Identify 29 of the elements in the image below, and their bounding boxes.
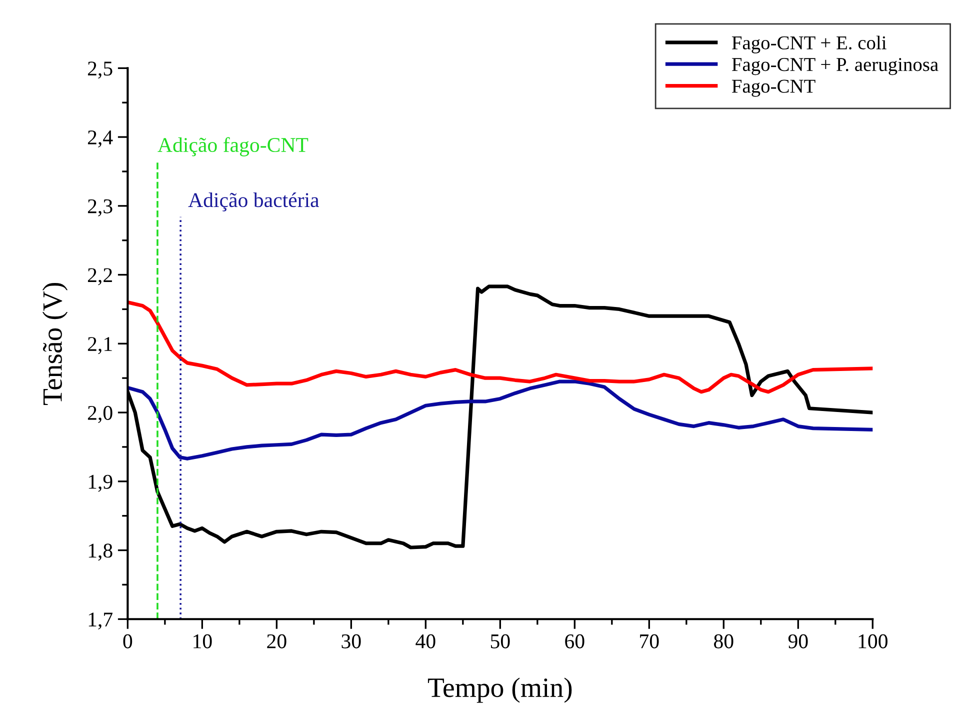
y-tick-label: 1,9 [88,474,112,492]
x-tick-label: 50 [490,634,510,648]
x-tick-label: 10 [194,634,212,648]
y-tick-label: 1,7 [88,612,112,630]
line-series [128,300,873,394]
y-tick-label: 2,0 [88,406,112,423]
x-tick-label: 0 [123,634,132,648]
x-tick-label: 20 [267,634,286,648]
y-tick-label: 2,5 [88,62,112,79]
ref-line-label: Adição bactéria [188,192,320,212]
x-tick-label: 40 [416,634,436,648]
x-tick-label: 30 [342,634,361,648]
legend-label: Fago-CNT + P. aeruginosa [732,58,938,76]
x-tick-label: 90 [788,634,808,648]
y-tick-label: 2,4 [88,130,113,148]
ref-line-label: Adição fago-CNT [158,137,308,156]
legend-label: Fago-CNT + E. coli [732,36,886,54]
y-axis-title: Tensão (V) [42,282,68,406]
y-tick-label: 2,2 [88,268,112,286]
x-tick-label: 70 [640,634,659,648]
legend-label: Fago-CNT [732,80,816,97]
x-axis-title: Tempo (min) [428,678,572,703]
line-series [128,380,873,460]
x-tick-label: 60 [565,634,584,648]
x-tick-label: 100 [858,634,888,648]
x-tick-label: 80 [714,634,734,648]
y-tick-label: 2,1 [88,337,112,354]
y-tick-label: 2,3 [88,199,112,216]
y-tick-label: 1,8 [88,544,112,561]
